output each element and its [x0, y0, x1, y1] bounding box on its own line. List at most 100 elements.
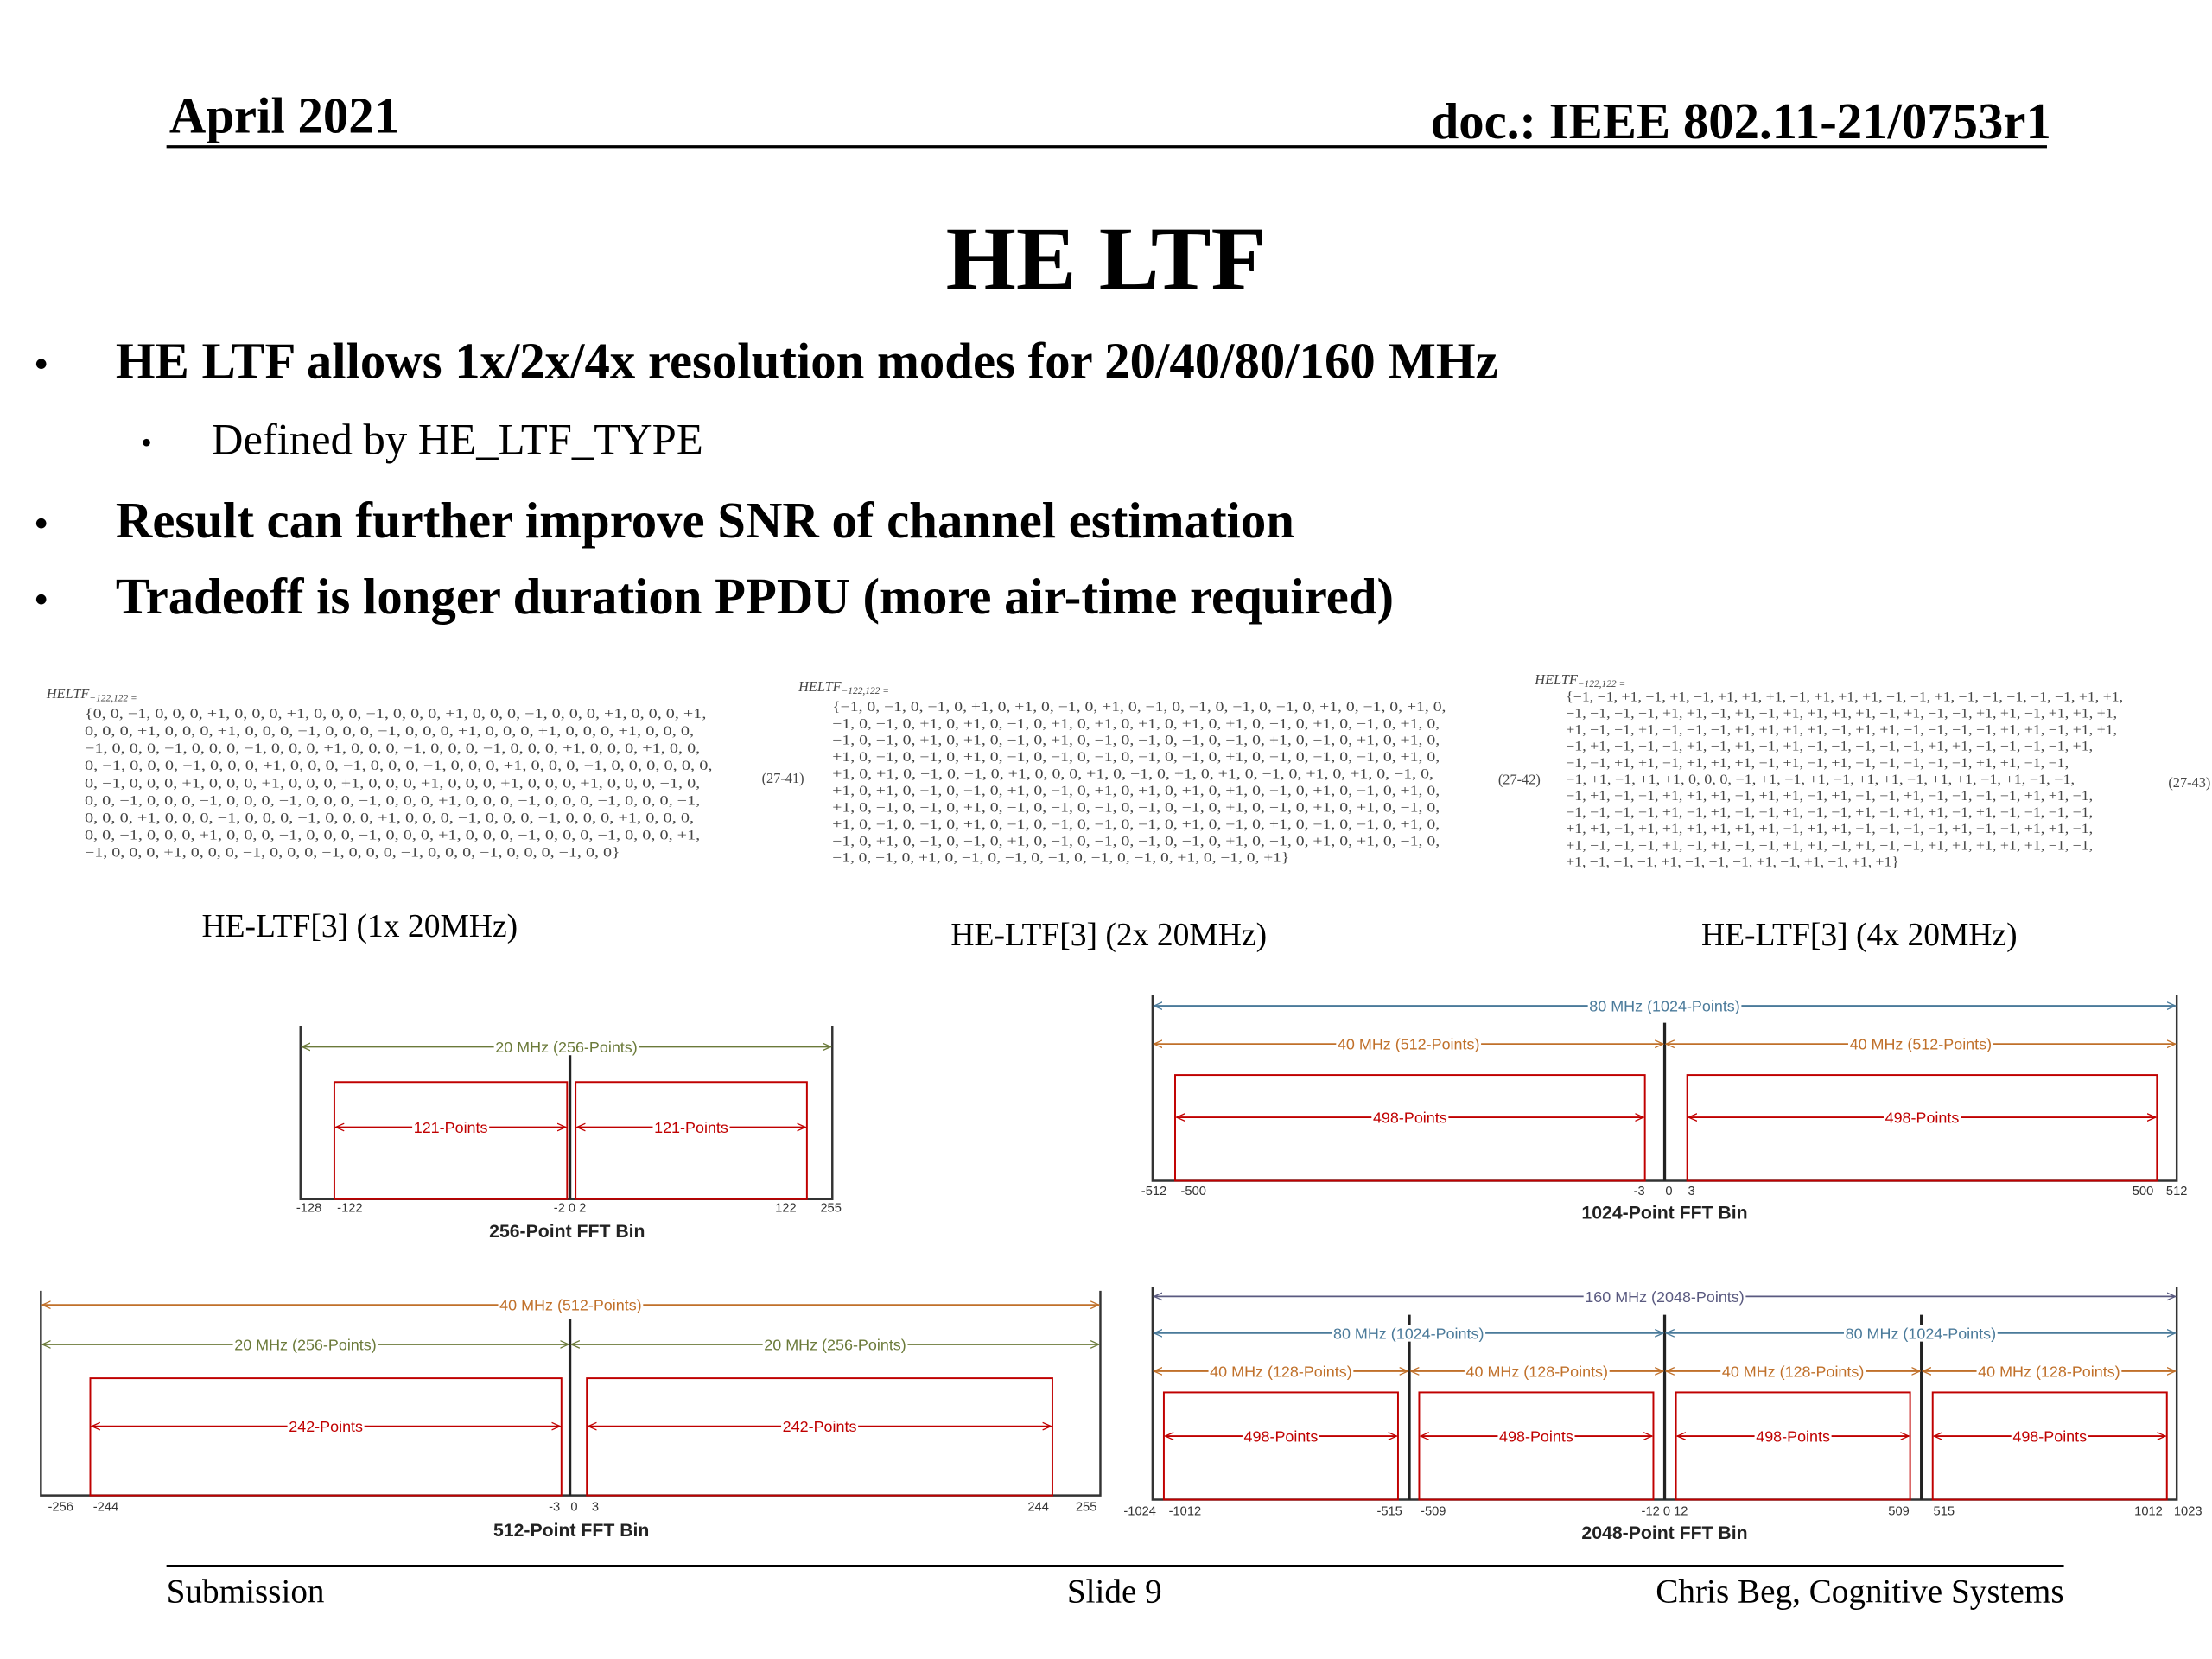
- tick-label: 255: [1076, 1501, 1097, 1515]
- span-label: 40 MHz (128-Points): [1978, 1363, 2120, 1380]
- equation-lhs: HELTF−122,122 =: [798, 678, 889, 696]
- axis-title: 2048-Point FFT Bin: [1581, 1523, 1747, 1543]
- label-backdrop: [1843, 1325, 1998, 1342]
- equation-caption: HE-LTF[3] (1x 20MHz): [201, 909, 518, 944]
- subcarrier-box: [1675, 1391, 1911, 1501]
- label-backdrop: [1242, 1427, 1319, 1445]
- matrix-row: 0, 0, 0, +1, 0, 0, 0, −1, 0, 0, 0, −1, 0…: [85, 811, 694, 826]
- equations: HELTF−122,122 ={0, 0, −1, 0, 0, 0, +1, 0…: [46, 671, 2210, 953]
- matrix-row: 0, 0, −1, 0, 0, 0, +1, 0, 0, 0, −1, 0, 0…: [85, 829, 700, 843]
- matrix-row: −1, +1, −1, −1, −1, +1, −1, +1, −1, +1, …: [1566, 740, 2093, 754]
- equation-number: (27-41): [762, 770, 804, 786]
- label-backdrop: [1497, 1427, 1575, 1445]
- label-backdrop: [1336, 1035, 1482, 1052]
- matrix-row: −1, 0, −1, 0, +1, 0, +1, 0, −1, 0, +1, 0…: [832, 734, 1440, 748]
- subcarrier-box: [333, 1081, 569, 1200]
- matrix-row: +1, 0, +1, 0, −1, 0, −1, 0, +1, 0, −1, 0…: [832, 784, 1440, 798]
- fft-diagrams: 20 MHz (256-Points) 121-Points 121-Points -…: [40, 995, 2202, 1543]
- bullet-dot: •: [34, 499, 48, 547]
- subcarrier-box: [1931, 1391, 2168, 1501]
- matrix-row: −1, +1, −1, −1, +1, +1, +1, −1, +1, +1, …: [1566, 789, 2093, 804]
- bullet-dot: •: [34, 575, 48, 623]
- matrix-row: 0, −1, 0, 0, 0, +1, 0, 0, 0, +1, 0, 0, 0…: [85, 776, 700, 791]
- span-label: 498-Points: [2012, 1428, 2087, 1446]
- tick-label: 244: [1027, 1501, 1049, 1515]
- matrix-row: +1, 0, +1, 0, −1, 0, −1, 0, +1, 0, 0, 0,…: [832, 767, 1433, 782]
- tick-label: 0: [1665, 1185, 1672, 1198]
- sub-bullet-text: Defined by HE_LTF_TYPE: [212, 416, 703, 464]
- label-backdrop: [1754, 1427, 1832, 1445]
- header-date: April 2021: [169, 87, 399, 143]
- label-backdrop: [232, 1336, 378, 1353]
- tick-label: 3: [1688, 1185, 1694, 1198]
- bullet-list: • HE LTF allows 1x/2x/4x resolution modes…: [34, 334, 1497, 626]
- matrix-row: +1, +1, −1, +1, +1, +1, +1, +1, +1, −1, …: [1566, 822, 2093, 836]
- label-backdrop: [1208, 1363, 1354, 1380]
- matrix-row: +1, −1, −1, −1, +1, −1, −1, −1, +1, −1, …: [1566, 855, 1899, 869]
- tick-label: -244: [93, 1501, 118, 1515]
- matrix-row: 0, 0, −1, 0, 0, 0, −1, 0, 0, 0, −1, 0, 0…: [85, 793, 700, 808]
- bullet-text: Result can further improve SNR of channe…: [116, 493, 1294, 549]
- label-backdrop: [1371, 1109, 1449, 1126]
- span-label: 498-Points: [1885, 1109, 1960, 1127]
- span-label: 160 MHz (2048-Points): [1585, 1288, 1744, 1306]
- matrix-row: −1, 0, −1, 0, +1, 0, +1, 0, −1, 0, +1, 0…: [832, 716, 1440, 731]
- subcarrier-box: [1686, 1074, 2158, 1182]
- equation-number: (27-43): [2168, 774, 2210, 791]
- span-label: 40 MHz (512-Points): [1338, 1036, 1480, 1053]
- axis-title: 256-Point FFT Bin: [489, 1222, 645, 1242]
- fft-diagram: 160 MHz (2048-Points) 80 MHz (1024-Points…: [1123, 1286, 2202, 1543]
- span-label: 121-Points: [414, 1119, 488, 1136]
- subcarrier-box: [1162, 1391, 1399, 1501]
- label-backdrop: [1583, 1287, 1746, 1306]
- tick-label: 515: [1934, 1504, 1955, 1518]
- lhs-symbol: HELTF: [1534, 671, 1579, 688]
- tick-label: -256: [48, 1501, 73, 1515]
- lhs-subscript: −122,122 =: [89, 693, 137, 703]
- matrix-row: −1, 0, 0, 0, −1, 0, 0, 0, −1, 0, 0, 0, +…: [85, 741, 700, 756]
- matrix-row: +1, −1, −1, +1, −1, −1, −1, +1, +1, +1, …: [1566, 723, 2117, 738]
- tick-label: 1012: [2134, 1504, 2163, 1518]
- matrix-row: {−1, −1, +1, −1, +1, −1, +1, +1, +1, −1,…: [1566, 690, 2123, 704]
- tick-label: -500: [1181, 1185, 1206, 1198]
- tick-label: -512: [1141, 1185, 1166, 1198]
- bullet-dot: •: [34, 340, 48, 388]
- tick-label: -2 0 2: [554, 1201, 587, 1215]
- label-backdrop: [287, 1417, 365, 1435]
- tick-label: -509: [1421, 1504, 1446, 1518]
- footer-left: Submission: [167, 1573, 325, 1611]
- span-label: 80 MHz (1024-Points): [1846, 1325, 1996, 1342]
- label-backdrop: [493, 1038, 639, 1056]
- bullet-text: HE LTF allows 1x/2x/4x resolution modes …: [116, 334, 1498, 390]
- matrix-row: {0, 0, −1, 0, 0, 0, +1, 0, 0, 0, +1, 0, …: [85, 707, 706, 721]
- fft-diagram: 20 MHz (256-Points) 121-Points 121-Points -…: [296, 1025, 842, 1242]
- label-backdrop: [762, 1336, 908, 1353]
- span-label: 80 MHz (1024-Points): [1589, 998, 1739, 1015]
- span-label: 498-Points: [1244, 1428, 1319, 1446]
- tick-label: -122: [337, 1201, 362, 1215]
- tick-label: -3: [1634, 1185, 1645, 1198]
- tick-label: 122: [775, 1201, 797, 1215]
- label-backdrop: [1720, 1363, 1866, 1380]
- label-backdrop: [1587, 997, 1742, 1014]
- span-label: 498-Points: [1499, 1428, 1573, 1446]
- matrix-row: −1, 0, 0, 0, +1, 0, 0, 0, −1, 0, 0, 0, −…: [85, 846, 620, 861]
- tick-label: 509: [1888, 1504, 1910, 1518]
- label-backdrop: [1464, 1363, 1610, 1380]
- span-label: 80 MHz (1024-Points): [1333, 1325, 1484, 1342]
- tick-label: 0: [570, 1501, 577, 1515]
- equation-caption: HE-LTF[3] (4x 20MHz): [1701, 918, 2018, 953]
- axis-title: 1024-Point FFT Bin: [1581, 1204, 1747, 1224]
- span-label: 20 MHz (256-Points): [764, 1336, 906, 1353]
- lhs-symbol: HELTF: [798, 678, 842, 695]
- label-backdrop: [1976, 1363, 2122, 1380]
- footer-center: Slide 9: [1067, 1573, 1162, 1611]
- span-label: 40 MHz (512-Points): [1850, 1036, 1992, 1053]
- subcarrier-box: [1174, 1074, 1646, 1182]
- equation-number: (27-42): [1498, 772, 1541, 788]
- label-backdrop: [1883, 1109, 1961, 1126]
- span-label: 20 MHz (256-Points): [495, 1039, 637, 1056]
- header-doc: doc.: IEEE 802.11-21/0753r1: [1431, 93, 2051, 149]
